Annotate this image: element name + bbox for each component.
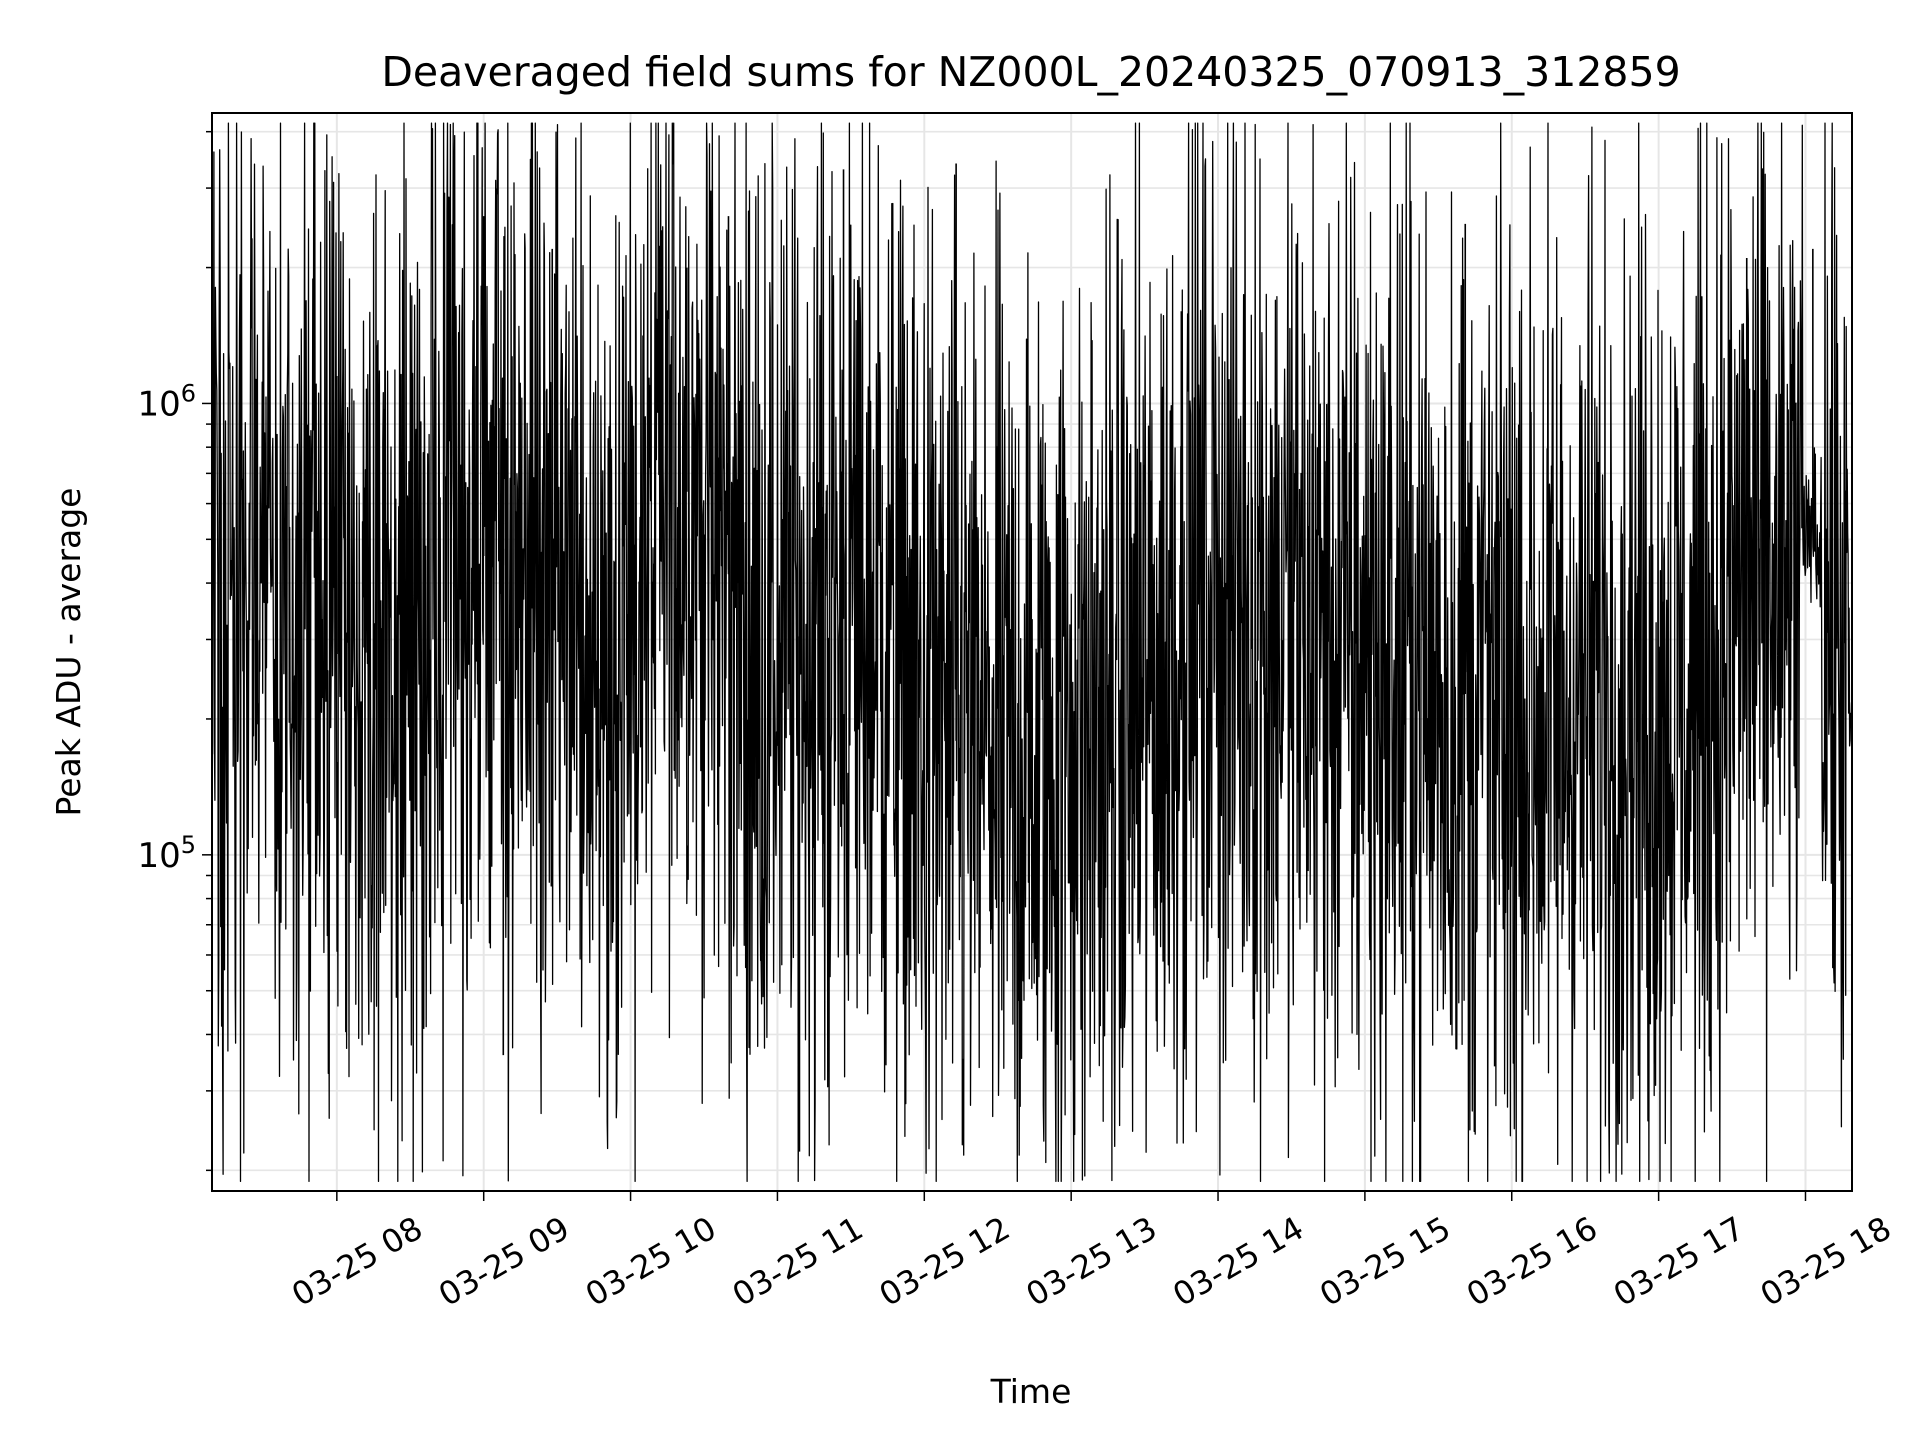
- plot-frame: [211, 112, 1853, 1192]
- x-axis-label: Time: [990, 1372, 1072, 1411]
- chart-title: Deaveraged field sums for NZ000L_2024032…: [381, 48, 1680, 96]
- y-axis-label: Peak ADU - average: [49, 488, 88, 817]
- y-tick-label: 106: [137, 379, 196, 424]
- data-series-line: [211, 122, 1853, 1183]
- y-axis-ticks: 105 106: [137, 130, 212, 1172]
- y-tick-label: 105: [137, 831, 196, 876]
- data-layer: [211, 122, 1853, 1183]
